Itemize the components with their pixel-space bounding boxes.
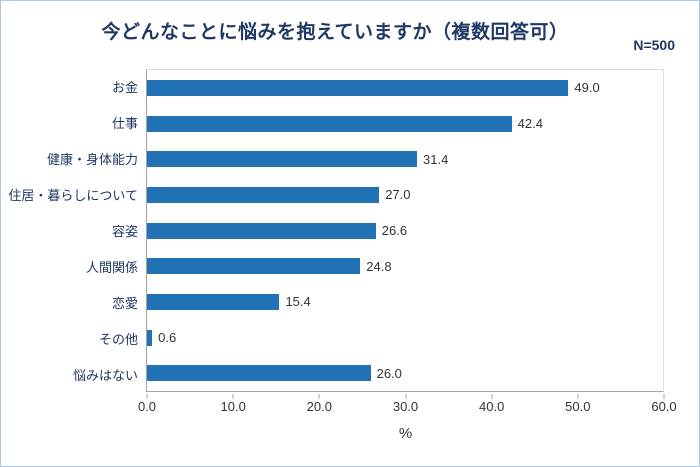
bar-row: 15.4 [147,284,663,320]
x-tick-label: 60.0 [651,399,677,414]
bar [147,222,376,239]
bar [147,293,280,310]
x-tick-mark [405,394,406,399]
chart-title: 今どんなことに悩みを抱えていますか（複数回答可） [101,22,569,43]
category-label: お金 [111,80,138,96]
bar-row: 24.8 [147,248,663,284]
bar-row: 26.6 [147,213,663,249]
bar-row: 27.0 [147,177,663,213]
bar-value-label: 26.6 [381,223,408,239]
x-tick-mark [491,394,493,399]
bar-value-label: 42.4 [517,116,543,131]
bar [147,365,371,382]
plot-area: 49.0 42.4 31.4 27.0 26.6 24.8 15.4 0.6 26.0 [146,69,664,392]
bar-value-label: 26.0 [376,365,402,381]
bar-value-label: 0.6 [158,330,177,346]
category-label: 住居・暮らしについて [8,188,138,204]
bar [147,151,418,168]
x-tick-mark [232,394,234,399]
bar-row: 42.4 [147,106,663,142]
bar-value-label: 31.4 [423,151,449,167]
x-tick-label: 40.0 [479,399,505,414]
bar-value-label: 24.8 [366,258,392,274]
bar-row: 49.0 [147,70,663,106]
x-tick-mark [318,394,320,399]
bar-row: 0.6 [147,320,663,356]
x-tick-label: 50.0 [565,399,591,414]
bar [147,186,380,203]
x-tick-label: 10.0 [220,399,246,414]
x-tick-label: 30.0 [392,399,419,414]
x-axis-title: % [398,425,413,442]
category-label: 仕事 [111,116,138,132]
category-label: 恋愛 [111,295,138,311]
x-tick-mark [577,394,579,399]
category-label: 健康・身体能力 [46,152,138,168]
bar-value-label: 27.0 [385,187,411,203]
x-tick-mark [663,394,665,399]
bar [147,79,569,96]
sample-size-label: N=500 [633,37,675,53]
category-label: 容姿 [111,224,138,239]
category-label: その他 [98,331,138,347]
x-tick-label: 0.0 [137,399,157,414]
x-axis-ticks: 0.0 10.0 20.0 30.0 40.0 50.0 60.0 [138,399,677,415]
bar-value-label: 49.0 [574,80,600,96]
bar [147,258,361,275]
bar-row: 31.4 [147,141,663,177]
x-tick-mark [146,394,148,399]
bar [147,329,153,346]
bar-value-label: 15.4 [285,294,311,310]
bar-row: 26.0 [147,355,663,391]
chart-body: お金仕事健康・身体能力住居・暮らしについて容姿人間関係恋愛その他悩みはない 49… [8,69,664,392]
bar [147,115,512,132]
y-axis-labels: お金仕事健康・身体能力住居・暮らしについて容姿人間関係恋愛その他悩みはない [8,69,146,392]
category-label: 人間関係 [85,259,138,275]
x-axis-tickmarks [146,394,665,399]
x-tick-label: 20.0 [306,399,332,414]
category-label: 悩みはない [72,367,138,383]
